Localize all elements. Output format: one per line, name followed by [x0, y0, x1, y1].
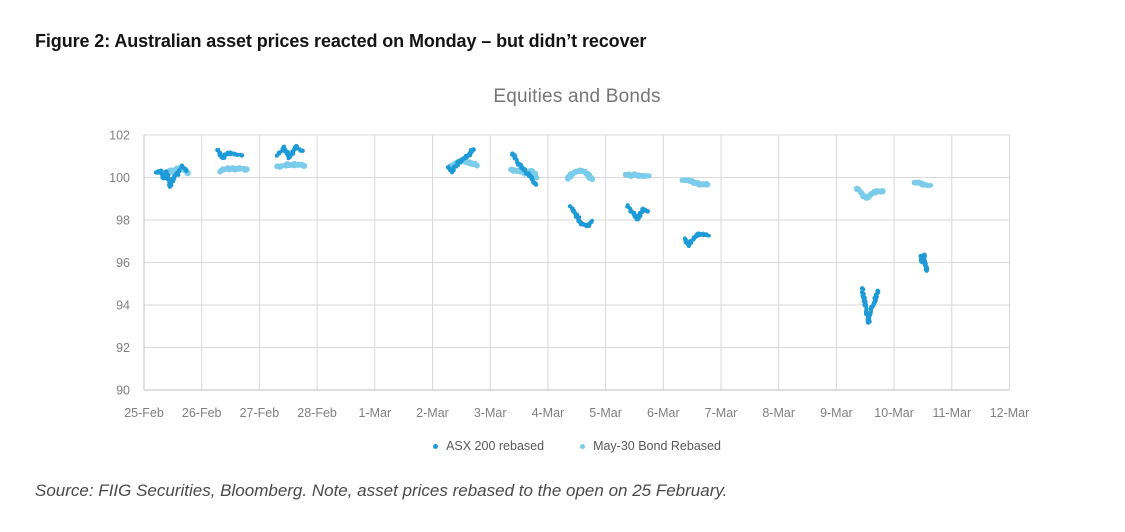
legend-item-may30-bond: May-30 Bond Rebased [580, 439, 721, 453]
x-tick-label: 6-Mar [647, 406, 680, 420]
x-tick-label: 11-Mar [932, 406, 971, 420]
scatter-cluster-10-mar [918, 252, 930, 273]
scatter-cluster-26-feb [217, 165, 250, 175]
y-tick-label: 100 [109, 171, 130, 185]
x-tick-label: 25-Feb [124, 406, 164, 420]
scatter-cluster-5-mar [625, 203, 651, 222]
legend-label-may30-bond: May-30 Bond Rebased [593, 439, 721, 453]
legend-item-asx200: ASX 200 rebased [433, 439, 544, 453]
source-note: Source: FIIG Securities, Bloomberg. Note… [35, 481, 728, 500]
x-tick-label: 1-Mar [358, 406, 391, 420]
scatter-cluster-4-mar [565, 167, 596, 182]
x-axis-tick-labels: 25-Feb 26-Feb 27-Feb 28-Feb 1-Mar 2-Mar 3-Mar 4… [124, 406, 1029, 420]
legend-label-asx200: ASX 200 rebased [446, 439, 545, 453]
scatter-cluster-27-feb [274, 143, 305, 161]
scatter-cluster-5-mar [622, 171, 652, 180]
scatter-plot-area: 90 92 94 96 98 100 102 25-Feb 26-Feb 27-Feb 28-Feb… [109, 129, 1029, 421]
scatter-cluster-6-mar [679, 177, 711, 188]
x-tick-label: 28-Feb [297, 406, 337, 420]
scatter-cluster-4-mar [567, 204, 594, 229]
scatter-cluster-27-feb [274, 160, 308, 170]
x-tick-label: 5-Mar [589, 406, 622, 420]
y-tick-label: 102 [109, 129, 130, 143]
y-tick-label: 96 [116, 256, 130, 270]
y-axis-tick-labels: 90 92 94 96 98 100 102 [109, 129, 130, 398]
y-tick-label: 94 [116, 299, 130, 313]
chart-title: Equities and Bonds [493, 86, 661, 107]
chart-legend: ASX 200 rebased May-30 Bond Rebased [144, 439, 1010, 453]
scatter-cluster-25-feb [153, 163, 189, 189]
x-tick-label: 10-Mar [874, 406, 914, 420]
axis-lines [143, 135, 1010, 391]
series-may-30-bond-rebased [154, 157, 934, 201]
x-tick-label: 4-Mar [532, 406, 565, 420]
scatter-cluster-26-feb [215, 147, 245, 161]
scatter-cluster-9-mar [853, 185, 886, 201]
y-tick-label: 90 [116, 384, 130, 398]
scatter-cluster-10-mar [911, 179, 934, 189]
may30-bond-legend-dot-icon [580, 443, 586, 449]
series-asx-200-rebased [153, 143, 930, 325]
x-tick-label: 2-Mar [416, 406, 449, 420]
scatter-cluster-2-mar [445, 147, 476, 175]
scatter-cluster-9-mar [859, 286, 881, 325]
x-tick-label: 27-Feb [240, 406, 280, 420]
x-tick-label: 8-Mar [762, 406, 795, 420]
x-tick-label: 26-Feb [182, 406, 222, 420]
x-tick-label: 12-Mar [990, 406, 1030, 420]
y-tick-label: 92 [116, 341, 130, 355]
figure-title: Figure 2: Australian asset prices reacte… [35, 31, 647, 51]
scatter-cluster-6-mar [682, 231, 711, 249]
scatter-cluster-3-mar [510, 151, 539, 187]
x-tick-label: 9-Mar [820, 406, 853, 420]
x-tick-label: 7-Mar [705, 406, 738, 420]
x-tick-label: 3-Mar [474, 406, 507, 420]
asx200-legend-dot-icon [433, 443, 439, 449]
y-tick-label: 98 [116, 214, 130, 228]
